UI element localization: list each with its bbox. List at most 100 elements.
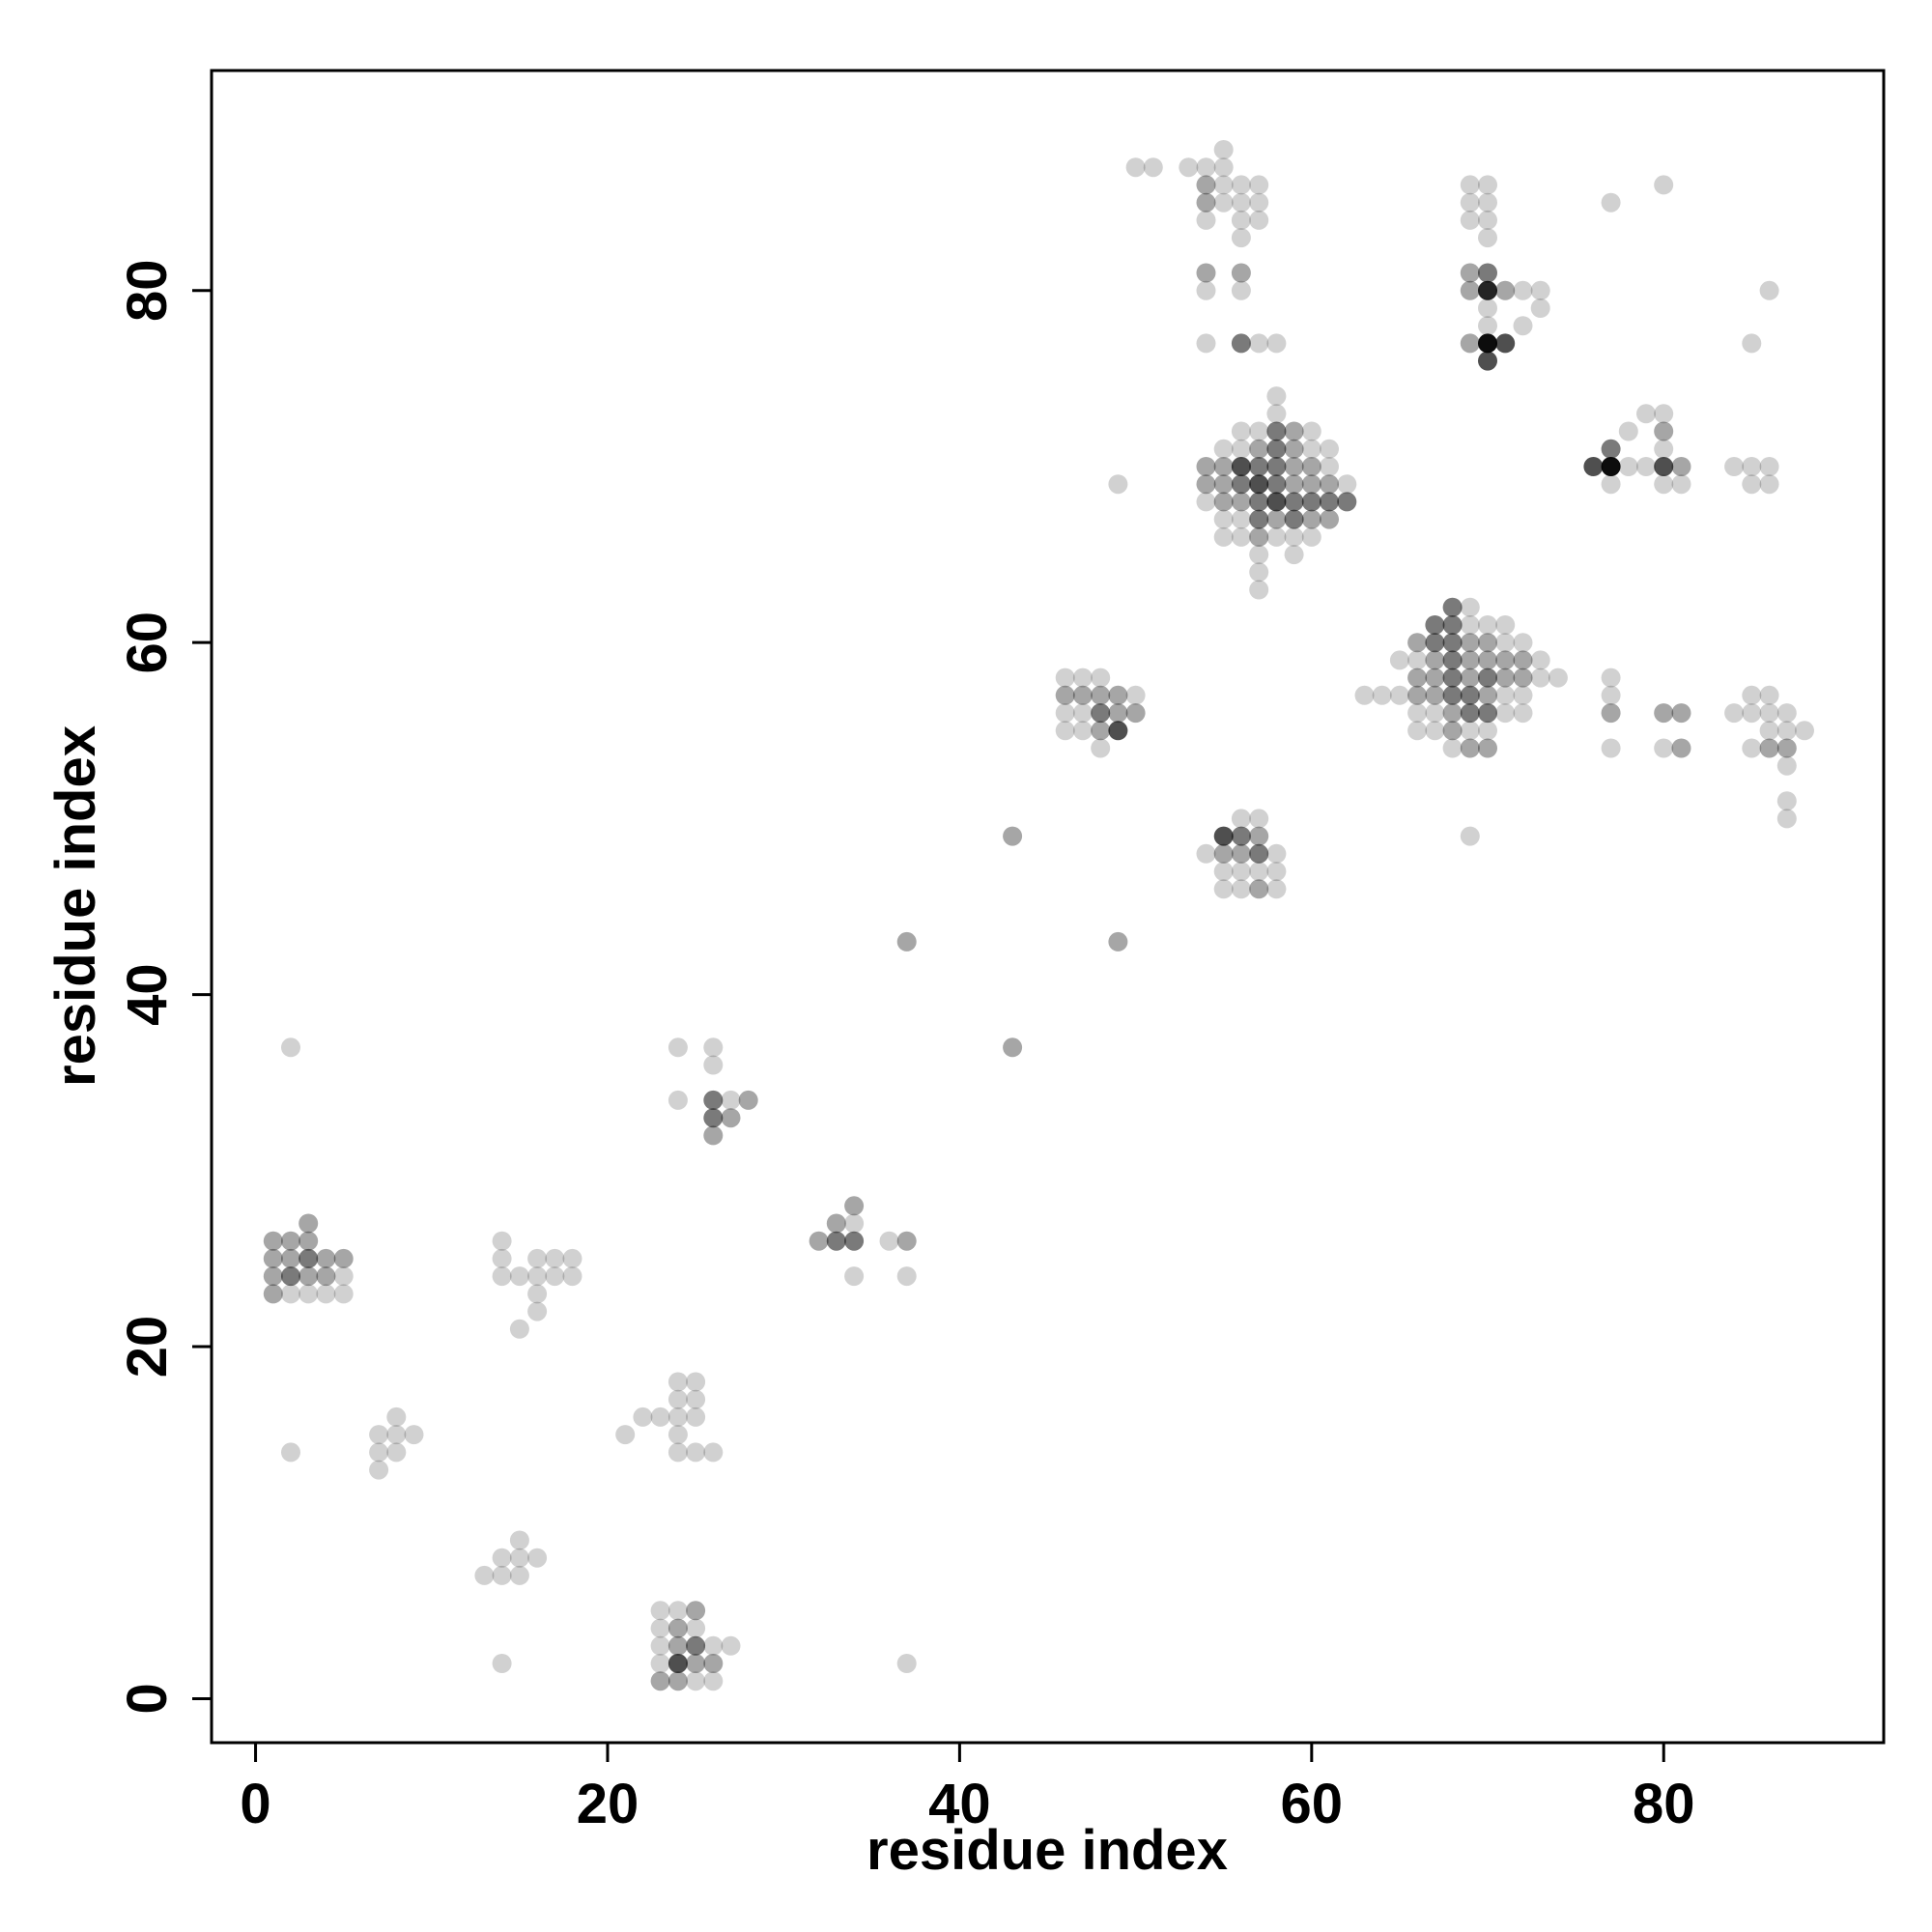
contact-point [1442, 703, 1463, 724]
contact-point [1266, 421, 1287, 441]
contact-point [527, 1266, 548, 1287]
contact-point [1266, 404, 1287, 424]
contact-point [1495, 685, 1516, 705]
contact-point [1249, 421, 1269, 441]
contact-point [1478, 351, 1497, 371]
contact-point [1003, 1037, 1023, 1058]
contact-point [1530, 298, 1550, 318]
contact-point [879, 1231, 899, 1251]
contact-point [1337, 474, 1357, 495]
contact-point [1548, 668, 1568, 688]
contact-point [1495, 615, 1516, 635]
contact-point [668, 1090, 688, 1110]
contact-point [1213, 140, 1234, 159]
contact-point [333, 1284, 354, 1304]
contact-point [703, 1055, 724, 1075]
contact-point [1636, 404, 1656, 424]
contact-point [1213, 826, 1234, 846]
contact-point [1654, 474, 1674, 495]
contact-point [896, 1654, 917, 1673]
contact-point [1231, 192, 1251, 213]
contact-point [1601, 474, 1621, 495]
contact-point [1284, 545, 1304, 565]
contact-point [316, 1284, 336, 1304]
contact-point [1460, 263, 1480, 283]
contact-point [1460, 615, 1480, 635]
contact-point [1478, 633, 1497, 653]
contact-point [1442, 615, 1463, 635]
contact-point [1671, 474, 1691, 495]
contact-point [1460, 685, 1480, 705]
contact-point [1460, 826, 1480, 846]
contact-point [1301, 474, 1321, 495]
contact-point [1442, 650, 1463, 670]
contact-point [509, 1319, 529, 1339]
contact-point [369, 1425, 389, 1445]
contact-point [1442, 685, 1463, 705]
contact-point [298, 1266, 319, 1287]
contact-point [263, 1231, 283, 1251]
contact-point [1055, 685, 1075, 705]
contact-point [386, 1442, 407, 1463]
contact-point [1618, 457, 1638, 476]
contact-point [1442, 633, 1463, 653]
contact-point [1495, 668, 1516, 688]
contact-point [896, 1231, 917, 1251]
contact-point [703, 1037, 724, 1058]
contact-point [668, 1389, 688, 1409]
contact-point [1249, 457, 1269, 476]
contact-point [1091, 721, 1111, 741]
contact-point [1284, 526, 1304, 547]
contact-point [1601, 192, 1621, 213]
contact-point [527, 1301, 548, 1321]
contact-point [1213, 879, 1234, 899]
contact-point [545, 1248, 565, 1268]
contact-point [668, 1406, 688, 1427]
contact-point [1055, 668, 1075, 688]
contact-point [1671, 703, 1691, 724]
contact-point [1654, 175, 1674, 195]
contact-point [1601, 703, 1621, 724]
contact-point [1407, 650, 1428, 670]
contact-point [1460, 650, 1480, 670]
x-tick-label: 40 [928, 1773, 991, 1835]
plot-frame [210, 69, 1886, 1745]
contact-point [650, 1406, 670, 1427]
contact-point [1425, 668, 1445, 688]
contact-point [1407, 633, 1428, 653]
contact-point [1759, 685, 1779, 705]
contact-point [1425, 721, 1445, 741]
contact-point [1776, 809, 1797, 829]
contact-point [298, 1284, 319, 1304]
contact-point [509, 1530, 529, 1550]
contact-point [1654, 457, 1674, 476]
contact-point [1759, 703, 1779, 724]
contact-point [1478, 333, 1497, 354]
contact-point [1530, 280, 1550, 300]
y-axis-ticks: 0 20 40 60 80 [116, 260, 212, 1715]
contact-point [1759, 474, 1779, 495]
contact-point [1407, 668, 1428, 688]
contact-point [809, 1231, 829, 1251]
contact-point [1249, 580, 1269, 600]
contact-point [1249, 333, 1269, 354]
contact-point [1231, 843, 1251, 864]
contact-point [896, 1266, 917, 1287]
contact-point [1776, 755, 1797, 776]
contact-point [281, 1442, 300, 1463]
contact-point [263, 1248, 283, 1268]
contact-point [1231, 457, 1251, 476]
contact-point [1231, 421, 1251, 441]
contact-point [1072, 685, 1093, 705]
contact-point [633, 1406, 653, 1427]
contact-point [1583, 457, 1604, 476]
contact-point [1601, 668, 1621, 688]
contact-point [1249, 826, 1269, 846]
contact-point [492, 1654, 512, 1673]
contact-point [1125, 157, 1146, 178]
contact-point [1072, 668, 1093, 688]
contact-point [1284, 509, 1304, 529]
contact-point [1442, 597, 1463, 617]
contact-point [492, 1565, 512, 1585]
contact-point [1776, 721, 1797, 741]
